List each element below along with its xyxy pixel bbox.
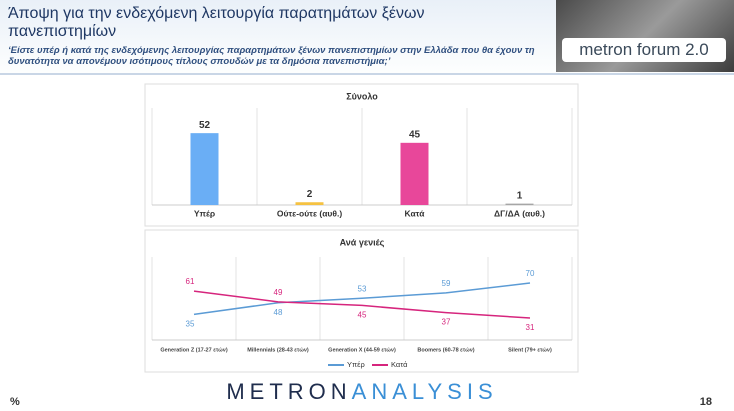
line [193,290,531,319]
data-label: 61 [186,277,195,286]
brand-a: METRON [226,379,351,404]
legend-label: Υπέρ [347,360,365,369]
slide-title: Άποψη για την ενδεχόμενη λειτουργία παρα… [8,5,425,40]
header: Άποψη για την ενδεχόμενη λειτουργία παρα… [0,0,734,75]
panel [144,229,579,373]
line [193,282,531,316]
data-label: 49 [274,288,283,297]
x-tick-label: Silent (79+ ετών) [508,347,552,353]
data-label: 53 [358,284,367,293]
data-label: 59 [442,279,451,288]
chart-title: Σύνολο [346,91,378,101]
data-label: 70 [526,269,535,278]
x-tick-label: Generation Z (17-27 ετών) [160,347,227,353]
data-label: 35 [186,320,195,329]
legend-label: Κατά [391,360,408,369]
data-label: 37 [442,318,451,327]
data-label: 52 [199,120,211,131]
x-tick-label: Generation X (44-59 ετών) [328,347,396,353]
chart-title: Ανά γενιές [340,237,385,247]
page-number: 18 [700,396,712,408]
bar [505,203,534,205]
data-label: 45 [409,129,421,140]
x-tick-label: ΔΓ/ΔΑ (αυθ.) [494,208,545,218]
bar [295,202,324,205]
x-tick-label: Υπέρ [194,208,215,218]
bar [190,133,219,205]
logo-text: metron forum 2.0 [562,38,726,62]
x-tick-label: Millennials (28-43 ετών) [247,347,309,353]
data-label: 48 [274,308,283,317]
slide-subtitle: ‘Είστε υπέρ ή κατά της ενδεχόμενης λειτο… [8,45,535,67]
brand: METRONANALYSIS [226,379,497,404]
logo: metron forum 2.0 [556,0,734,72]
x-tick-label: Ούτε-ούτε (αυθ.) [277,208,343,218]
data-label: 1 [517,190,523,201]
bar [400,142,429,205]
unit: % [10,396,20,408]
data-label: 2 [307,189,313,200]
brand-b: ANALYSIS [352,379,498,404]
data-label: 31 [526,323,535,332]
x-tick-label: Κατά [405,208,426,218]
x-tick-label: Boomers (60-78 ετών) [417,347,474,353]
data-label: 45 [358,311,367,320]
